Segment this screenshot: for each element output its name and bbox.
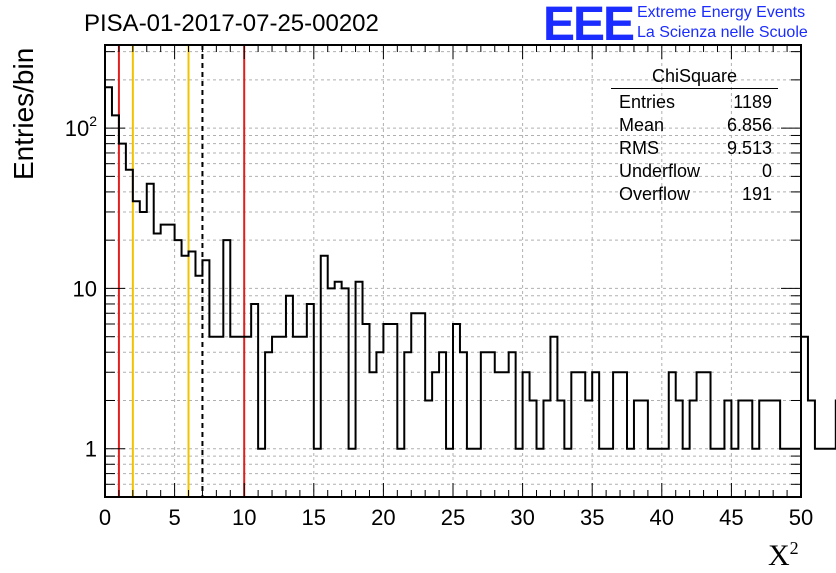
axis-ticks xyxy=(104,45,802,498)
stat-label: Underflow xyxy=(619,161,701,181)
x-tick-label: 50 xyxy=(789,505,813,530)
stat-label: Mean xyxy=(619,115,665,135)
stat-value: 0 xyxy=(761,161,772,181)
stat-row-mean: Mean 6.856 xyxy=(611,114,778,137)
logo-subtitle-1: Extreme Energy Events xyxy=(637,4,806,21)
stats-box: ChiSquare Entries 1189 Mean 6.856 RMS 9.… xyxy=(611,66,778,206)
stat-label: Entries xyxy=(619,92,676,112)
stat-row-underflow: Underflow 0 xyxy=(611,160,778,183)
chart-title: PISA-01-2017-07-25-00202 xyxy=(84,10,379,37)
y-tick-label: 1 xyxy=(85,437,97,462)
x-tick-label: 30 xyxy=(510,505,534,530)
stat-value: 6.856 xyxy=(726,115,772,135)
x-tick-label: 20 xyxy=(371,505,395,530)
stat-row-rms: RMS 9.513 xyxy=(611,137,778,160)
eee-logo: EEE xyxy=(543,0,635,51)
stat-row-overflow: Overflow 191 xyxy=(611,183,778,206)
x-tick-labels: 0 5 10 15 20 25 30 35 40 45 50 xyxy=(99,505,813,530)
x-tick-label: 10 xyxy=(232,505,256,530)
x-tick-label: 35 xyxy=(580,505,604,530)
logo-subtitle-2: La Scienza nelle Scuole xyxy=(637,24,808,41)
x-tick-label: 45 xyxy=(719,505,743,530)
y-axis-label: Entries/bin xyxy=(8,47,39,180)
x-axis-label-superscript: 2 xyxy=(789,538,799,558)
x-tick-label: 0 xyxy=(99,505,111,530)
x-axis-label-text: X xyxy=(768,539,790,572)
stat-value: 9.513 xyxy=(726,138,772,158)
stats-title: ChiSquare xyxy=(611,66,778,89)
histogram-series xyxy=(104,86,836,497)
x-tick-label: 5 xyxy=(168,505,180,530)
stat-value: 191 xyxy=(741,184,772,204)
x-axis-label: X2 xyxy=(768,538,799,573)
stat-value: 1189 xyxy=(733,92,772,112)
y-tick-label-exponent: 2 xyxy=(89,113,97,129)
y-tick-label: 10 xyxy=(73,276,97,301)
x-tick-label: 40 xyxy=(650,505,674,530)
stat-label: RMS xyxy=(619,138,659,158)
stat-row-entries: Entries 1189 xyxy=(611,91,778,114)
x-tick-label: 15 xyxy=(302,505,326,530)
reference-lines xyxy=(117,45,246,497)
stat-label: Overflow xyxy=(619,184,691,204)
x-tick-label: 25 xyxy=(441,505,465,530)
y-tick-label: 102 xyxy=(65,113,97,141)
y-tick-label-base: 10 xyxy=(65,116,89,141)
